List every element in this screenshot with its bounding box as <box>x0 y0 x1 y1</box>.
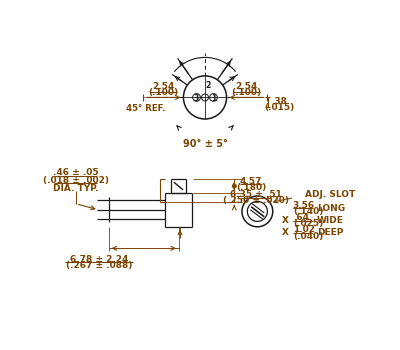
Text: (.040): (.040) <box>293 232 323 240</box>
Text: 90° ± 5°: 90° ± 5° <box>182 139 228 149</box>
Text: 2: 2 <box>206 80 211 90</box>
Text: ADJ. SLOT: ADJ. SLOT <box>305 190 355 199</box>
Text: (.250 ± .020): (.250 ± .020) <box>223 196 289 205</box>
Text: (.018 ± .002): (.018 ± .002) <box>43 176 109 185</box>
Text: WIDE: WIDE <box>317 216 344 225</box>
Text: (.180): (.180) <box>236 183 266 192</box>
Text: .38: .38 <box>271 97 287 106</box>
Text: 1: 1 <box>211 94 216 103</box>
Text: X: X <box>282 229 289 237</box>
Text: 6.78 ± 2.24: 6.78 ± 2.24 <box>70 255 128 264</box>
Text: 45° REF.: 45° REF. <box>126 104 166 113</box>
Text: (.100): (.100) <box>232 88 262 97</box>
Text: 3.56: 3.56 <box>293 201 315 210</box>
Text: 2.54: 2.54 <box>152 82 174 91</box>
Text: (.015): (.015) <box>264 103 294 112</box>
Text: 3: 3 <box>194 94 199 103</box>
Text: 4.57: 4.57 <box>240 177 262 186</box>
Text: (.100): (.100) <box>148 88 178 97</box>
Text: 1.02: 1.02 <box>293 225 315 234</box>
Text: (.140): (.140) <box>293 207 323 216</box>
Text: .64: .64 <box>293 213 309 222</box>
Text: X: X <box>282 216 289 225</box>
Text: (.267 ± .088): (.267 ± .088) <box>66 261 132 270</box>
Text: (.025): (.025) <box>293 219 323 228</box>
Text: LONG: LONG <box>317 204 345 213</box>
Text: DIA. TYP.: DIA. TYP. <box>53 184 98 193</box>
Text: 2.54: 2.54 <box>236 82 258 91</box>
Text: .46 ± .05: .46 ± .05 <box>53 168 98 177</box>
Text: 6.35 ± .51: 6.35 ± .51 <box>230 190 282 199</box>
Text: DEEP: DEEP <box>317 229 343 237</box>
